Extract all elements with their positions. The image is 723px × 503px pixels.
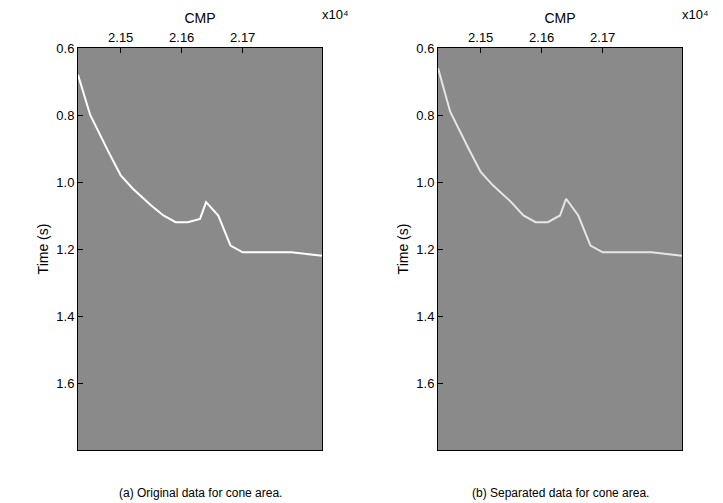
svg-text:1.4: 1.4 bbox=[416, 309, 434, 324]
svg-text:2.15: 2.15 bbox=[468, 30, 493, 45]
svg-text:CMP: CMP bbox=[184, 10, 215, 26]
svg-text:1.4: 1.4 bbox=[56, 309, 74, 324]
svg-text:(b) Separated data for cone ar: (b) Separated data for cone area. bbox=[472, 486, 649, 500]
svg-text:1.2: 1.2 bbox=[416, 242, 434, 257]
svg-text:2.17: 2.17 bbox=[230, 30, 255, 45]
svg-text:2.16: 2.16 bbox=[529, 30, 554, 45]
svg-text:1.0: 1.0 bbox=[56, 175, 74, 190]
svg-text:0.6: 0.6 bbox=[56, 41, 74, 56]
svg-text:1.0: 1.0 bbox=[416, 175, 434, 190]
svg-text:Time (s): Time (s) bbox=[395, 224, 411, 275]
svg-text:x10⁴: x10⁴ bbox=[322, 7, 349, 22]
svg-text:CMP: CMP bbox=[544, 10, 575, 26]
svg-text:2.15: 2.15 bbox=[108, 30, 133, 45]
svg-text:1.6: 1.6 bbox=[416, 376, 434, 391]
svg-text:2.17: 2.17 bbox=[590, 30, 615, 45]
svg-text:0.6: 0.6 bbox=[416, 41, 434, 56]
svg-text:Time (s): Time (s) bbox=[35, 224, 51, 275]
svg-text:(a) Original data for cone are: (a) Original data for cone area. bbox=[119, 486, 282, 500]
svg-text:1.6: 1.6 bbox=[56, 376, 74, 391]
svg-text:0.8: 0.8 bbox=[56, 108, 74, 123]
svg-text:x10⁴: x10⁴ bbox=[682, 7, 709, 22]
svg-text:2.16: 2.16 bbox=[169, 30, 194, 45]
svg-text:0.8: 0.8 bbox=[416, 108, 434, 123]
svg-text:1.2: 1.2 bbox=[56, 242, 74, 257]
